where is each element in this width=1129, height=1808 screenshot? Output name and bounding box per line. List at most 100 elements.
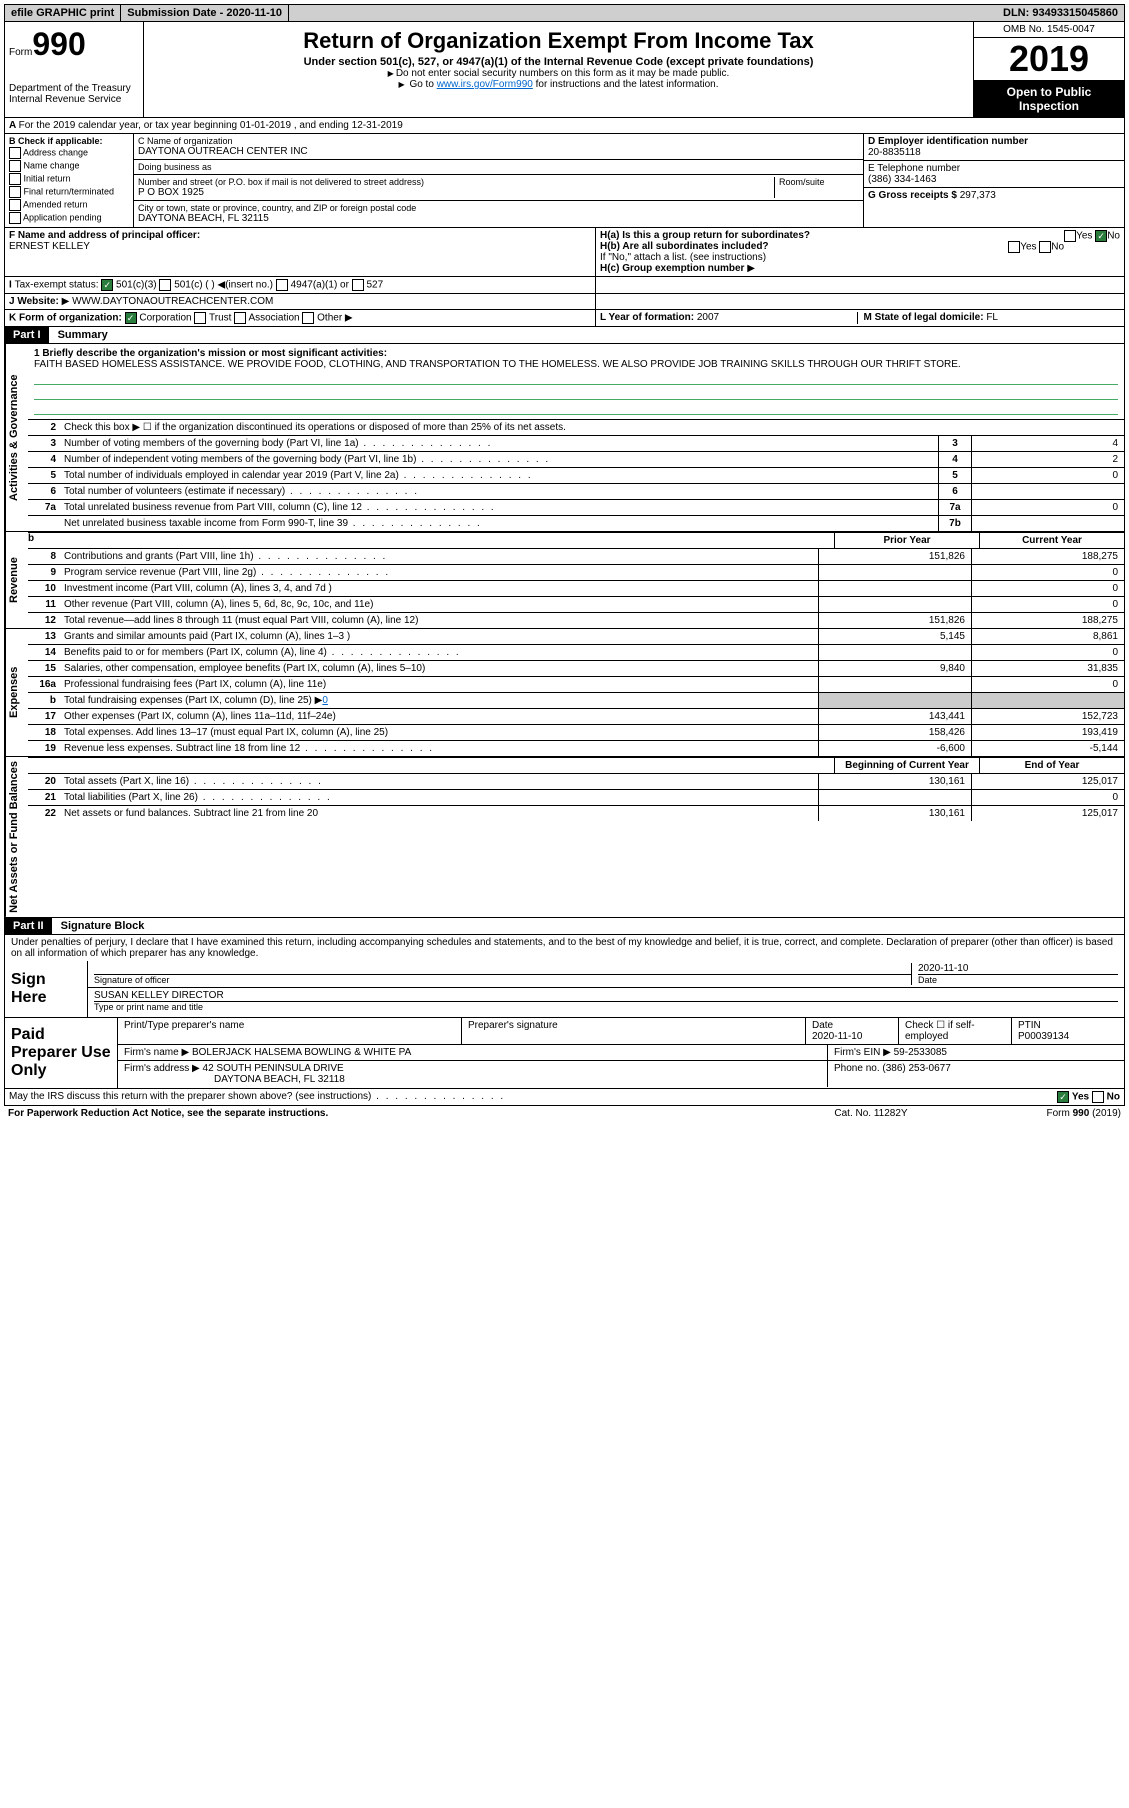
cb-address[interactable]: Address change [9,147,129,159]
cb-corp[interactable] [125,312,137,324]
cb-discuss-yes[interactable] [1057,1091,1069,1103]
firm-name: BOLERJACK HALSEMA BOWLING & WHITE PA [192,1047,411,1058]
side-rev: Revenue [5,532,28,628]
part2-row: Part II Signature Block [4,918,1125,935]
c11: 0 [971,597,1124,612]
ssn-note: Do not enter social security numbers on … [148,68,969,79]
c21: 0 [971,790,1124,805]
tax-status-label: Tax-exempt status: [15,280,99,291]
website-value: WWW.DAYTONAOUTREACHCENTER.COM [72,296,273,307]
dln: DLN: 93493315045860 [997,5,1124,21]
firm-phone: (386) 253-0677 [882,1063,950,1074]
sig-date: 2020-11-10 [918,963,1118,974]
sign-here-label: Sign Here [5,961,88,1017]
l11: Other revenue (Part VIII, column (A), li… [60,597,818,612]
col-d: D Employer identification number 20-8835… [863,134,1124,227]
sig-name: SUSAN KELLEY DIRECTOR [94,990,1118,1001]
mission-text: FAITH BASED HOMELESS ASSISTANCE. WE PROV… [34,359,961,370]
p16b [818,693,971,708]
col-b-checkboxes: B Check if applicable: Address change Na… [5,134,134,227]
cb-trust[interactable] [194,312,206,324]
p15: 9,840 [818,661,971,676]
sig-date-label: Date [918,974,1118,985]
footer-mid: Cat. No. 11282Y [771,1108,971,1119]
l14: Benefits paid to or for members (Part IX… [60,645,818,660]
p18: 158,426 [818,725,971,740]
c15: 31,835 [971,661,1124,676]
p12: 151,826 [818,613,971,628]
l12: Total revenue—add lines 8 through 11 (mu… [60,613,818,628]
l21: Total liabilities (Part X, line 26) [60,790,818,805]
l9: Program service revenue (Part VIII, line… [60,565,818,580]
sig-declaration: Under penalties of perjury, I declare th… [5,935,1124,961]
mission-label: 1 Briefly describe the organization's mi… [34,348,387,359]
prep-self-emp: Check ☐ if self-employed [899,1018,1012,1044]
city-label: City or town, state or province, country… [138,203,859,213]
c16b [971,693,1124,708]
f-label: F Name and address of principal officer: [9,230,200,241]
row-k: K Form of organization: Corporation Trus… [4,310,1125,327]
p9 [818,565,971,580]
c16a: 0 [971,677,1124,692]
l20: Total assets (Part X, line 16) [60,774,818,789]
side-gov: Activities & Governance [5,344,28,531]
l8: Contributions and grants (Part VIII, lin… [60,549,818,564]
hc-row: H(c) Group exemption number ▶ [600,263,1120,274]
org-name-label: C Name of organization [138,136,859,146]
summary-exp: Expenses 13Grants and similar amounts pa… [4,629,1125,757]
l10: Investment income (Part VIII, column (A)… [60,581,818,596]
form-header: Form990 Department of the Treasury Inter… [4,22,1125,118]
c8: 188,275 [971,549,1124,564]
v6 [971,484,1124,499]
prep-section: Paid Preparer Use Only Print/Type prepar… [4,1018,1125,1089]
c13: 8,861 [971,629,1124,644]
cb-4947[interactable] [276,279,288,291]
cb-other[interactable] [302,312,314,324]
cb-501c[interactable] [159,279,171,291]
dept-label: Department of the Treasury Internal Reve… [9,83,139,105]
l17: Other expenses (Part IX, column (A), lin… [60,709,818,724]
row-fh: F Name and address of principal officer:… [4,228,1125,277]
cb-discuss-no[interactable] [1092,1091,1104,1103]
part2-header: Part II [5,918,52,934]
l15: Salaries, other compensation, employee b… [60,661,818,676]
side-net: Net Assets or Fund Balances [5,757,28,917]
form-title: Return of Organization Exempt From Incom… [148,28,969,54]
addr-label: Number and street (or P.O. box if mail i… [138,177,774,187]
cb-501c3[interactable] [101,279,113,291]
cb-initial[interactable]: Initial return [9,173,129,185]
p10 [818,581,971,596]
cb-name[interactable]: Name change [9,160,129,172]
col-prior: Prior Year [834,533,979,548]
top-bar: efile GRAPHIC print Submission Date - 20… [4,4,1125,22]
cb-assoc[interactable] [234,312,246,324]
phone-label: E Telephone number [868,163,1120,174]
l4: Number of independent voting members of … [60,452,938,467]
discuss-q: May the IRS discuss this return with the… [9,1091,1057,1103]
firm-phone-label: Phone no. [834,1063,882,1074]
v7b [971,516,1124,531]
instructions-link[interactable]: www.irs.gov/Form990 [437,79,533,90]
part2-title: Signature Block [55,918,151,934]
addr-value: P O BOX 1925 [138,187,774,198]
domicile: FL [986,312,998,323]
c17: 152,723 [971,709,1124,724]
prep-label: Paid Preparer Use Only [5,1018,118,1088]
ha-row: H(a) Is this a group return for subordin… [600,230,1120,241]
firm-addr1: 42 SOUTH PENINSULA DRIVE [203,1063,344,1074]
col-begin: Beginning of Current Year [834,758,979,773]
cb-527[interactable] [352,279,364,291]
p21 [818,790,971,805]
efile-button[interactable]: efile GRAPHIC print [5,5,121,21]
col-current: Current Year [979,533,1124,548]
sig-section: Under penalties of perjury, I declare th… [4,935,1125,1018]
gross-value: 297,373 [960,190,996,201]
summary-net: Net Assets or Fund Balances Beginning of… [4,757,1125,918]
p19: -6,600 [818,741,971,756]
p20: 130,161 [818,774,971,789]
dba-label: Doing business as [138,162,859,172]
cb-final[interactable]: Final return/terminated [9,186,129,198]
cb-app[interactable]: Application pending [9,212,129,224]
sig-name-label: Type or print name and title [94,1001,1118,1012]
cb-amended[interactable]: Amended return [9,199,129,211]
